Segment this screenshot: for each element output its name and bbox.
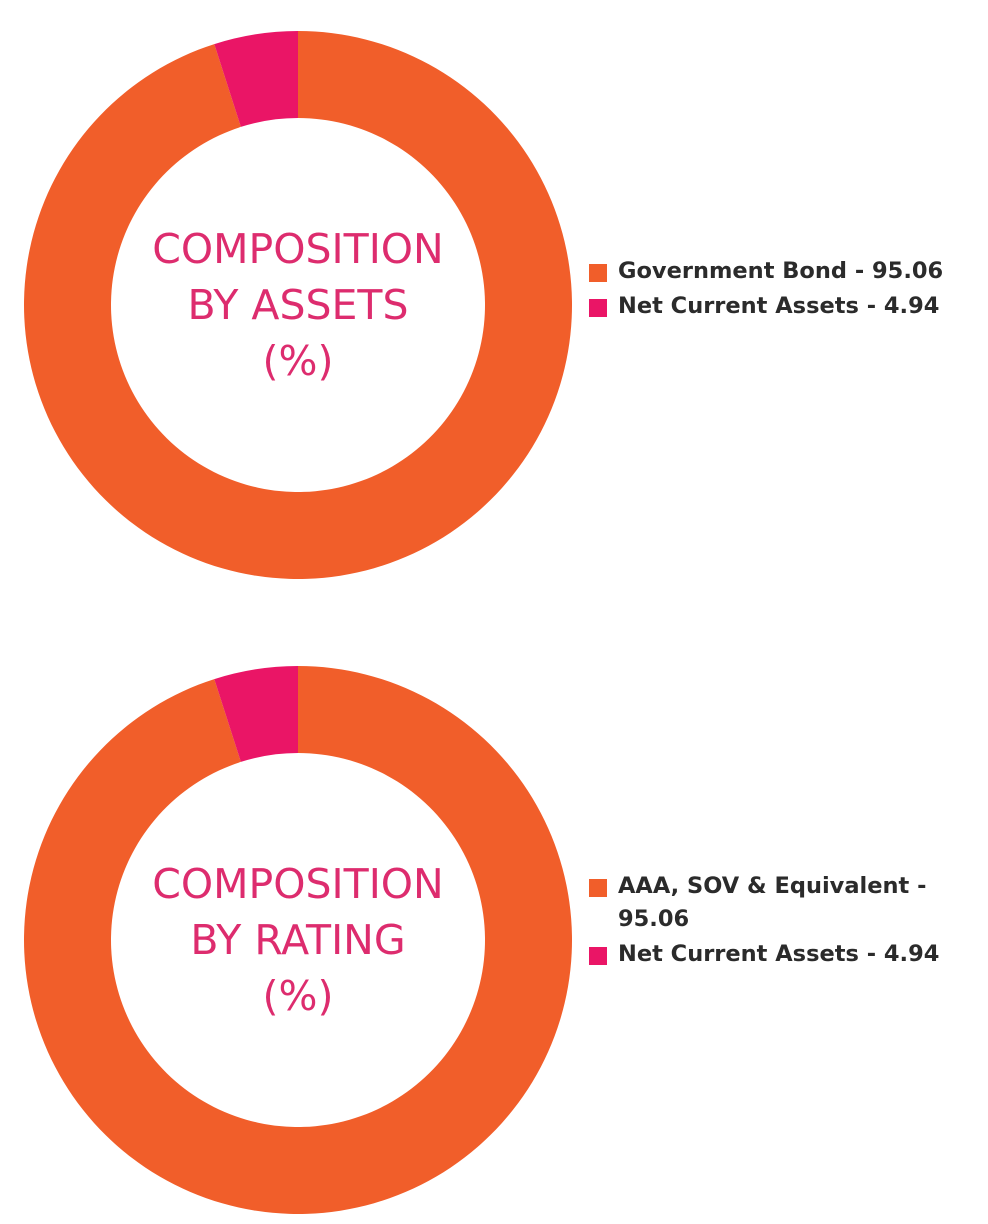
legend-item: Net Current Assets - 4.94 [588, 938, 978, 971]
legend-label: AAA, SOV & Equivalent - 95.06 [618, 873, 927, 932]
title-line: (%) [262, 337, 334, 385]
legend-label: Government Bond - 95.06 [618, 258, 944, 284]
donut-assets [23, 31, 573, 579]
legend-item: Government Bond - 95.06 [588, 255, 978, 288]
legend-rating: AAA, SOV & Equivalent - 95.06 Net Curren… [588, 870, 978, 973]
donut-slice-minor [214, 31, 298, 127]
composition-by-rating-chart: COMPOSITION BY RATING (%) AAA, SOV & Equ… [0, 664, 988, 1224]
legend-swatch-orange [589, 879, 607, 897]
title-line: COMPOSITION [152, 225, 444, 273]
legend-swatch-pink [589, 947, 607, 965]
legend-swatch-orange [589, 264, 607, 282]
donut-slice-major [23, 31, 573, 579]
legend-swatch-pink [589, 299, 607, 317]
composition-by-assets-chart: COMPOSITION BY ASSETS (%) Government Bon… [0, 29, 988, 589]
legend-label: Net Current Assets - 4.94 [618, 293, 940, 319]
legend-label: Net Current Assets - 4.94 [618, 941, 940, 967]
title-line: (%) [262, 972, 334, 1020]
donut-slice-major [23, 666, 573, 1214]
donut-rating-title: COMPOSITION BY RATING (%) [98, 664, 498, 1216]
title-line: BY RATING [190, 916, 406, 964]
title-line: BY ASSETS [187, 281, 409, 329]
donut-rating [23, 666, 573, 1214]
legend-item: Net Current Assets - 4.94 [588, 290, 978, 323]
legend-assets: Government Bond - 95.06 Net Current Asse… [588, 255, 978, 325]
legend-item: AAA, SOV & Equivalent - 95.06 [588, 870, 978, 936]
donut-assets-title: COMPOSITION BY ASSETS (%) [98, 29, 498, 581]
donut-slice-minor [214, 666, 298, 762]
title-line: COMPOSITION [152, 860, 444, 908]
